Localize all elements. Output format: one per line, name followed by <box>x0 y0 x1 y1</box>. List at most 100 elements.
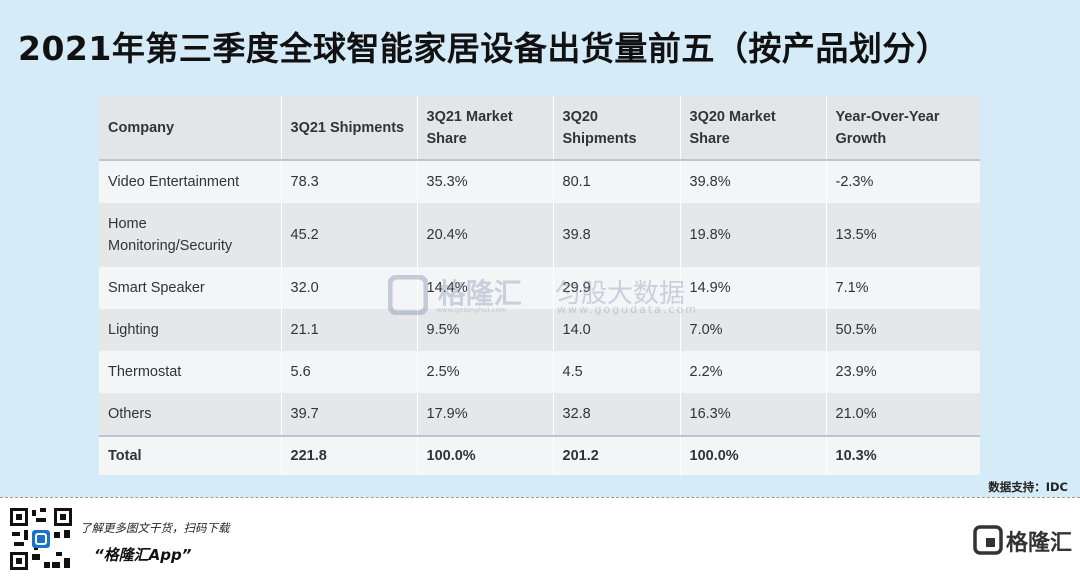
cell-value: 14.0 <box>562 322 591 338</box>
cell-value: 20.4% <box>426 227 468 243</box>
table-cell: Total <box>99 435 281 475</box>
watermark-logo: 格隆汇 <box>387 272 522 316</box>
table-cell: Smart Speaker <box>99 267 281 309</box>
cell-value: 17.9% <box>426 406 468 422</box>
table-cell: 50.5% <box>825 309 980 351</box>
watermark-data-brand: 匀股大数据 <box>555 279 686 309</box>
cell-value: 201.2 <box>562 448 599 464</box>
cell-value: 100.0% <box>689 448 739 464</box>
cell-value: 221.8 <box>290 448 327 464</box>
cell-value: 39.8% <box>689 174 731 190</box>
table-cell: 221.8 <box>280 435 417 475</box>
table-cell: 5.6 <box>280 351 417 393</box>
column-header: 3Q20 Market Share <box>679 96 826 161</box>
table-cell: 45.2 <box>280 203 417 267</box>
table-cell: 13.5% <box>825 203 980 267</box>
cell-value: 19.8% <box>689 227 731 243</box>
table-cell: 21.0% <box>825 393 980 436</box>
table-row: Home Monitoring/Security 45.2 20.4% 39.8 19.… <box>99 203 980 267</box>
watermark-brand: 格隆汇 <box>437 277 522 310</box>
app-name: “格隆汇App” <box>94 546 192 564</box>
column-header: 3Q20 Shipments <box>552 96 680 161</box>
cell-value: 21.0% <box>835 406 877 422</box>
cell-value: 32.0 <box>290 280 319 296</box>
row-label: Thermostat <box>108 364 182 380</box>
column-header: Year-Over-Year Growth <box>825 96 980 161</box>
cell-value: 14.4% <box>426 280 468 296</box>
row-label: Home Monitoring/Security <box>108 216 233 254</box>
cell-value: 9.5% <box>426 322 460 338</box>
data-table: Company 3Q21 Shipments 3Q21 Market Share 3Q… <box>99 96 980 475</box>
table-cell: 39.8 <box>552 203 680 267</box>
table-cell: 2.2% <box>679 351 826 393</box>
table-cell: Home Monitoring/Security <box>99 203 281 267</box>
cell-value: 5.6 <box>290 364 311 380</box>
table-cell: 100.0% <box>416 435 553 475</box>
row-label: Video Entertainment <box>108 174 240 190</box>
table-cell: 14.9% <box>679 267 826 309</box>
column-header: 3Q21 Shipments <box>280 96 417 161</box>
cell-value: 21.1 <box>290 322 319 338</box>
cell-value: 14.9% <box>689 280 731 296</box>
cell-value: 4.5 <box>562 364 583 380</box>
table-cell: 14.0 <box>552 309 680 351</box>
table-cell: 16.3% <box>679 393 826 436</box>
footer: 了解更多图文干货，扫码下载 “格隆汇App” 格隆汇 <box>0 497 1080 580</box>
cell-value: 45.2 <box>290 227 319 243</box>
table-cell: 10.3% <box>825 435 980 475</box>
table-row: Total 221.8 100.0% 201.2 100.0% 10.3% <box>99 435 980 475</box>
cell-value: 10.3% <box>835 448 877 464</box>
row-label: Lighting <box>108 322 159 338</box>
table-cell: -2.3% <box>825 160 980 203</box>
cell-value: 50.5% <box>835 322 877 338</box>
cell-value: 32.8 <box>562 406 591 422</box>
source: 数据支持：IDC <box>988 480 1068 494</box>
table-cell: 2.5% <box>416 351 553 393</box>
title: 2021年第三季度全球智能家居设备出货量前五（按产品划分） <box>18 29 950 68</box>
cell-value: 39.7 <box>290 406 319 422</box>
table-cell: 35.3% <box>416 160 553 203</box>
table-row: Thermostat 5.6 2.5% 4.5 2.2% 23.9% <box>99 351 980 393</box>
table-cell: 29.9 <box>552 267 680 309</box>
cell-value: 39.8 <box>562 227 591 243</box>
cell-value: -2.3% <box>835 174 874 190</box>
table-cell: Lighting <box>99 309 281 351</box>
column-header: 3Q21 Market Share <box>416 96 553 161</box>
table-cell: 4.5 <box>552 351 680 393</box>
table-cell: 39.8% <box>679 160 826 203</box>
table-cell: 32.8 <box>552 393 680 436</box>
cell-value: 2.2% <box>689 364 723 380</box>
cell-value: 78.3 <box>290 174 319 190</box>
cell-value: 13.5% <box>835 227 877 243</box>
cell-value: 7.0% <box>689 322 723 338</box>
cell-value: 23.9% <box>835 364 877 380</box>
table-cell: 7.0% <box>679 309 826 351</box>
table-cell: 39.7 <box>280 393 417 436</box>
table-row: Smart Speaker 32.0 14.4% 29.9 14.9% 7.1% <box>99 267 980 309</box>
table-cell: 100.0% <box>679 435 826 475</box>
table-cell: 32.0 <box>280 267 417 309</box>
row-label: Total <box>108 448 142 464</box>
table-cell: 80.1 <box>552 160 680 203</box>
logo-icon <box>973 525 1003 555</box>
watermark-icon <box>387 274 429 316</box>
cell-value: 35.3% <box>426 174 468 190</box>
cell-value: 80.1 <box>562 174 591 190</box>
row-label: Smart Speaker <box>108 280 205 296</box>
table-cell: 14.4% <box>416 267 553 309</box>
table-row: Video Entertainment 78.3 35.3% 80.1 39.8% -2.… <box>99 160 980 203</box>
cell-value: 7.1% <box>835 280 869 296</box>
row-label: Others <box>108 406 152 422</box>
cell-value: 29.9 <box>562 280 591 296</box>
cell-value: 2.5% <box>426 364 460 380</box>
table-cell: 7.1% <box>825 267 980 309</box>
qr-code <box>8 506 74 572</box>
watermark-url: www.gelonghui.com <box>436 306 507 314</box>
table-cell: 17.9% <box>416 393 553 436</box>
table-row: Others 39.7 17.9% 32.8 16.3% 21.0% <box>99 393 980 436</box>
table-cell: 78.3 <box>280 160 417 203</box>
header-row: Company 3Q21 Shipments 3Q21 Market Share 3Q… <box>99 96 980 161</box>
cell-value: 100.0% <box>426 448 476 464</box>
table-cell: 9.5% <box>416 309 553 351</box>
